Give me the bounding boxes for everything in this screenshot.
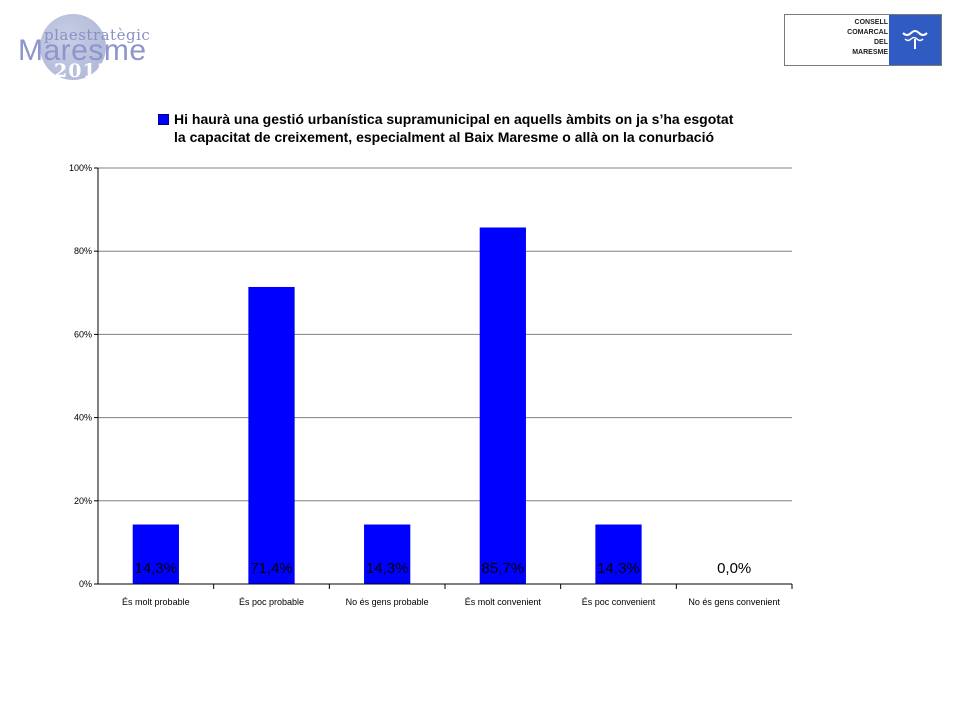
data-label: 14,3%	[135, 560, 178, 577]
council-emblem-icon	[889, 15, 941, 65]
data-label: 85,7%	[482, 560, 525, 577]
legend-line: Hi haurà una gestió urbanística supramun…	[174, 111, 734, 127]
data-label: 14,3%	[597, 560, 640, 577]
category-label: És poc convenient	[582, 597, 656, 607]
bar	[595, 524, 642, 584]
council-line: DEL	[874, 39, 888, 46]
data-label: 0,0%	[717, 560, 751, 577]
y-tick-label: 40%	[74, 413, 92, 423]
y-tick-label: 20%	[74, 496, 92, 506]
axis-layer	[94, 167, 793, 589]
y-tick-label: 100%	[69, 163, 92, 173]
category-label: No és gens convenient	[688, 597, 780, 607]
y-tick-label: 60%	[74, 329, 92, 339]
council-name: CONSELL COMARCAL DEL MARESME	[785, 18, 888, 58]
council-line: MARESME	[852, 49, 888, 56]
logo-circle	[40, 14, 106, 80]
council-logo: CONSELL COMARCAL DEL MARESME	[784, 14, 942, 66]
category-label: És poc probable	[239, 597, 304, 607]
bars-layer	[132, 227, 642, 584]
legend-label: Hi haurà una gestió urbanística supramun…	[174, 110, 733, 146]
data-label: 71,4%	[250, 560, 293, 577]
council-line: COMARCAL	[847, 29, 888, 36]
legend-line: la capacitat de creixement, especialment…	[174, 129, 715, 145]
legend-swatch	[158, 114, 169, 125]
category-label: És molt probable	[122, 597, 190, 607]
council-line: CONSELL	[854, 19, 888, 26]
y-tick-label: 0%	[79, 579, 92, 589]
logo-year: 2015	[54, 60, 111, 82]
category-label: No és gens probable	[346, 597, 429, 607]
data-label: 14,3%	[366, 560, 409, 577]
bar	[479, 227, 526, 584]
plan-logo: plaestratègic Maresme 2015	[14, 12, 150, 82]
bar	[132, 524, 179, 584]
bar	[248, 286, 295, 584]
y-tick-label: 80%	[74, 246, 92, 256]
bar	[364, 524, 411, 584]
category-label: És molt convenient	[465, 597, 542, 607]
logo-small-text: plaestratègic	[44, 26, 151, 44]
grid-layer	[98, 167, 792, 502]
logo-main-text: Maresme	[18, 34, 147, 67]
labels-layer: 0% 20% 40% 60% 80% 100% És molt probable 14,3% É…	[69, 163, 780, 607]
